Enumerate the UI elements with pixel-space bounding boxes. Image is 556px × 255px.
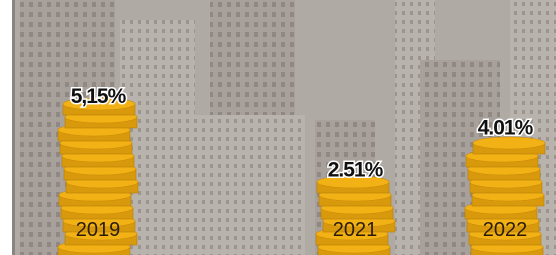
chart: 5,15% 2.51% 4.01% 2019 2021 2022 — [0, 0, 556, 255]
year-label: 2019 — [76, 219, 121, 241]
coin-stack — [316, 176, 395, 255]
year-label: 2021 — [333, 219, 378, 241]
value-label: 4.01% — [478, 117, 534, 140]
year-label: 2022 — [483, 219, 528, 241]
value-label: 5,15% — [71, 85, 127, 108]
value-label: 2.51% — [328, 159, 384, 182]
